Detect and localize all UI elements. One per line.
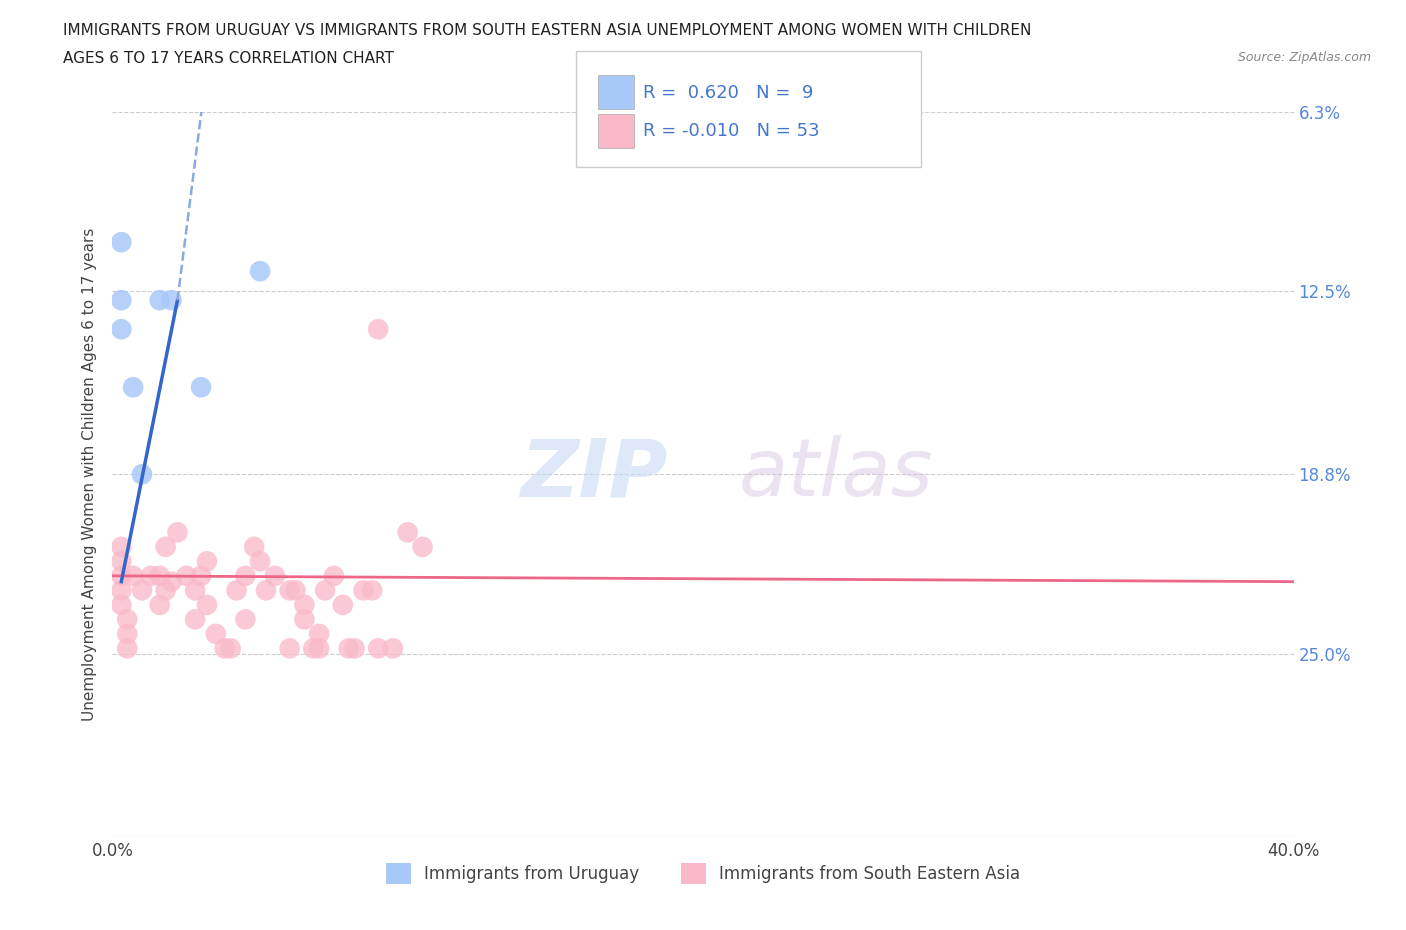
Text: AGES 6 TO 17 YEARS CORRELATION CHART: AGES 6 TO 17 YEARS CORRELATION CHART <box>63 51 394 66</box>
Point <box>233 612 256 627</box>
Point <box>174 568 197 583</box>
Point <box>332 597 354 612</box>
Point <box>149 568 172 583</box>
Point <box>284 583 307 598</box>
Point <box>190 379 212 394</box>
Point <box>149 293 172 308</box>
Point <box>110 234 132 249</box>
Point <box>411 539 433 554</box>
Point <box>308 641 330 656</box>
Point <box>249 554 271 569</box>
Point <box>323 568 346 583</box>
Point <box>160 574 183 589</box>
Point <box>243 539 266 554</box>
Text: IMMIGRANTS FROM URUGUAY VS IMMIGRANTS FROM SOUTH EASTERN ASIA UNEMPLOYMENT AMONG: IMMIGRANTS FROM URUGUAY VS IMMIGRANTS FR… <box>63 23 1032 38</box>
Point <box>205 627 228 642</box>
Point <box>117 627 138 642</box>
Y-axis label: Unemployment Among Women with Children Ages 6 to 17 years: Unemployment Among Women with Children A… <box>82 228 97 721</box>
Point <box>110 597 132 612</box>
Point <box>195 554 218 569</box>
Point <box>367 322 389 337</box>
Text: Source: ZipAtlas.com: Source: ZipAtlas.com <box>1237 51 1371 64</box>
Point <box>190 568 212 583</box>
Point <box>219 641 242 656</box>
Point <box>110 554 132 569</box>
Point <box>308 627 330 642</box>
Text: ZIP: ZIP <box>520 435 668 513</box>
Point <box>396 525 419 539</box>
Point <box>131 583 153 598</box>
Point <box>149 597 172 612</box>
Point <box>214 641 236 656</box>
Point <box>292 612 315 627</box>
Point <box>131 467 153 482</box>
Point <box>139 568 162 583</box>
Legend: Immigrants from Uruguay, Immigrants from South Eastern Asia: Immigrants from Uruguay, Immigrants from… <box>380 857 1026 890</box>
Point <box>160 293 183 308</box>
Point <box>254 583 277 598</box>
Point <box>225 583 247 598</box>
Point <box>233 568 256 583</box>
Point <box>184 612 207 627</box>
Point <box>110 539 132 554</box>
Point <box>110 293 132 308</box>
Point <box>155 583 177 598</box>
Point <box>184 583 207 598</box>
Point <box>117 612 138 627</box>
Text: atlas: atlas <box>738 435 934 513</box>
Text: R =  0.620   N =  9: R = 0.620 N = 9 <box>643 84 813 102</box>
Point <box>249 264 271 279</box>
Point <box>155 539 177 554</box>
Point <box>264 568 287 583</box>
Point <box>166 525 188 539</box>
Point <box>110 583 132 598</box>
Point <box>110 322 132 337</box>
Point <box>122 379 145 394</box>
Point <box>278 583 301 598</box>
Point <box>337 641 360 656</box>
Point <box>110 568 132 583</box>
Text: R = -0.010   N = 53: R = -0.010 N = 53 <box>643 122 820 140</box>
Point <box>117 641 138 656</box>
Point <box>367 641 389 656</box>
Point <box>343 641 366 656</box>
Point <box>314 583 336 598</box>
Point <box>292 597 315 612</box>
Point <box>352 583 374 598</box>
Point <box>382 641 405 656</box>
Point <box>278 641 301 656</box>
Point <box>302 641 325 656</box>
Point <box>122 568 145 583</box>
Point <box>195 597 218 612</box>
Point <box>361 583 384 598</box>
